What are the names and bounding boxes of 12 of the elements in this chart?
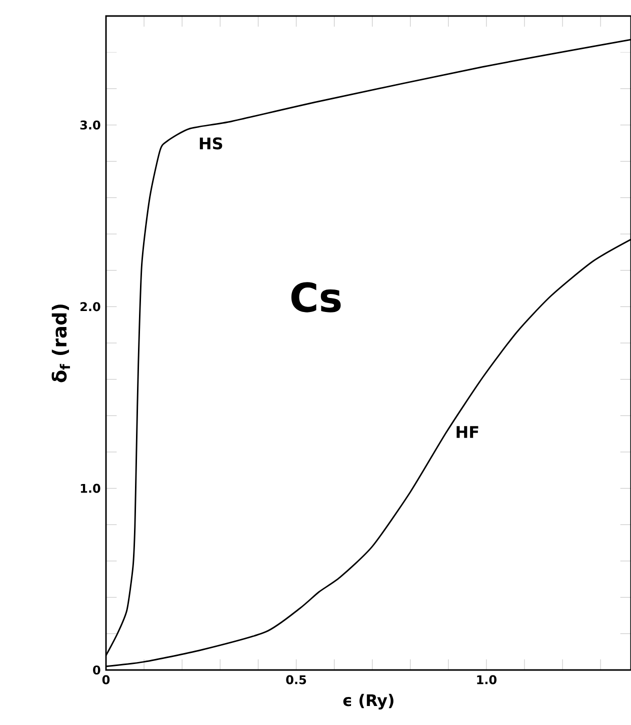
y-axis-title: δ$_{f}$ (rad) bbox=[52, 304, 70, 382]
x-tick-label: 1.0 bbox=[477, 675, 496, 684]
annotation: Cs bbox=[291, 282, 341, 312]
y-tick-label: 2.0 bbox=[80, 302, 100, 312]
y-tick-label: 1.0 bbox=[80, 484, 100, 493]
y-tick-label: 3.0 bbox=[80, 120, 100, 130]
series-label: HF bbox=[456, 426, 478, 438]
y-tick-label: 0 bbox=[93, 665, 100, 675]
x-axis-title: ϵ (Ry) bbox=[343, 694, 394, 710]
series-label: HS bbox=[200, 137, 222, 150]
x-tick-label: 0.5 bbox=[286, 675, 306, 684]
x-tick-label: 0 bbox=[102, 675, 110, 684]
